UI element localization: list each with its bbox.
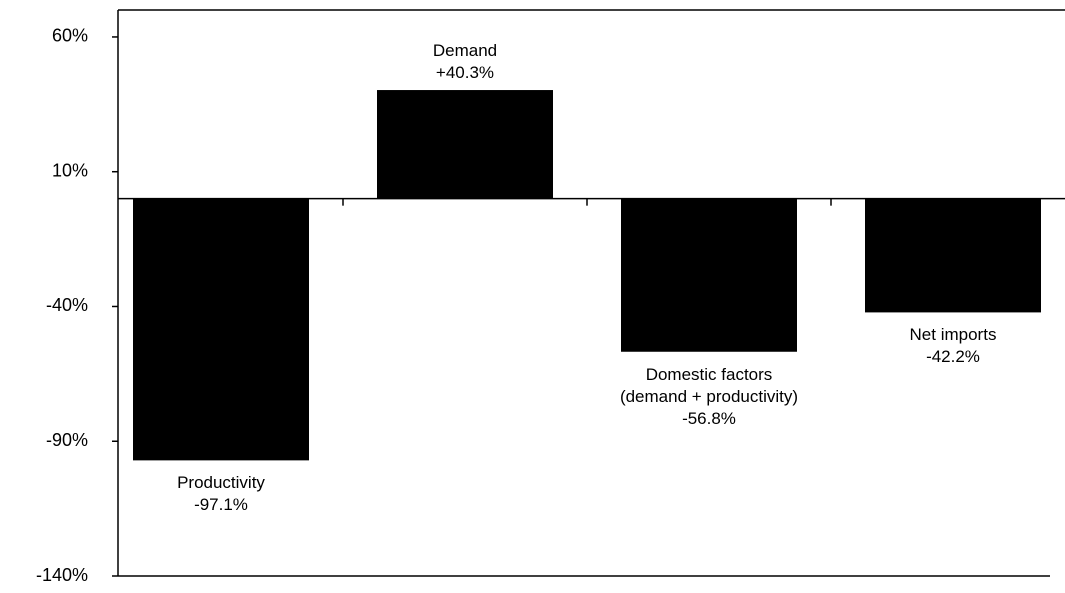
data-label: -56.8%: [682, 408, 736, 428]
bar: [865, 198, 1041, 313]
bar: [133, 198, 309, 461]
category-label: Productivity: [177, 473, 265, 493]
data-label: -42.2%: [926, 347, 980, 367]
data-label: +40.3%: [435, 63, 495, 83]
y-tick-label: -140%: [36, 565, 88, 585]
y-tick-label: -40%: [46, 295, 88, 315]
y-tick-label: 10%: [52, 160, 88, 180]
bar: [377, 90, 553, 199]
category-label: Demand: [432, 41, 498, 61]
category-label: Domestic factors (demand + productivity): [619, 364, 799, 406]
bar: [621, 198, 797, 352]
category-label: Net imports: [909, 325, 997, 345]
data-label: -97.1%: [194, 495, 248, 515]
y-tick-label: 60%: [52, 26, 88, 46]
y-tick-label: -90%: [46, 430, 88, 450]
